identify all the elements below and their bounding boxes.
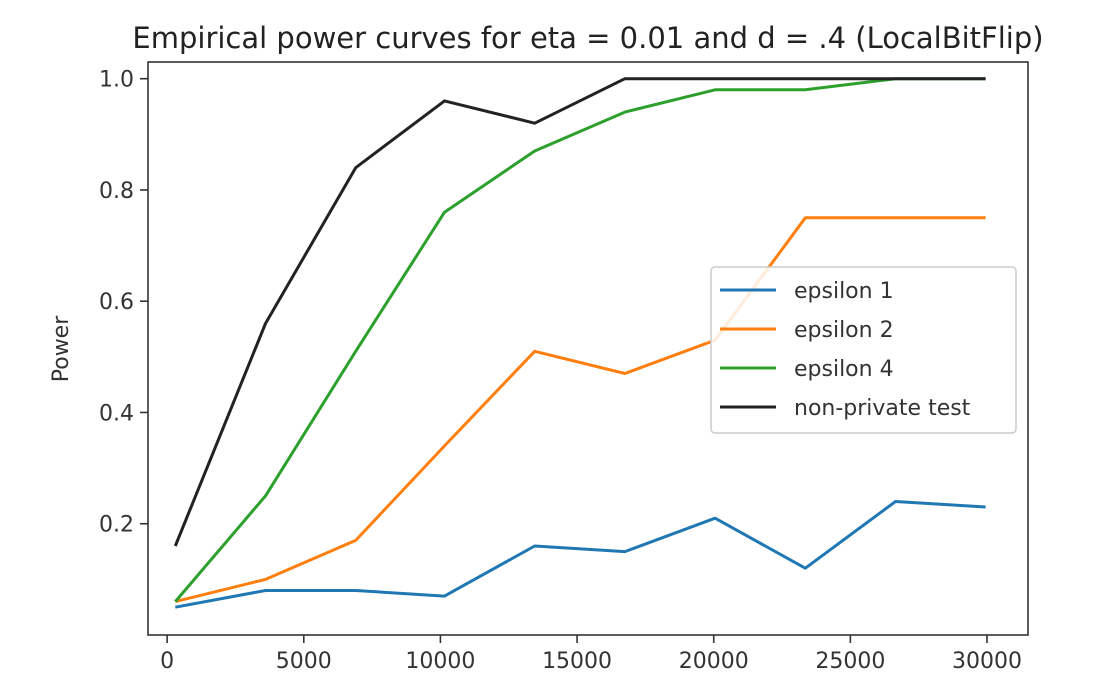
- plot-area: [147, 61, 1029, 636]
- series-line-non-private-test: [173, 77, 986, 547]
- y-tick-label: 0.4: [99, 401, 134, 426]
- series-lines: [173, 77, 986, 609]
- y-tick-label: 1.0: [99, 68, 134, 93]
- legend-label-epsilon-1: epsilon 1: [794, 279, 894, 304]
- series-line-epsilon-2: [174, 216, 986, 604]
- legend-label-epsilon-4: epsilon 4: [794, 357, 894, 382]
- y-axis-label: Power: [49, 315, 74, 382]
- x-tick-label: 30000: [952, 649, 1022, 674]
- series-line-epsilon-1: [175, 500, 986, 609]
- x-tick-label: 15000: [542, 649, 612, 674]
- chart-title: Empirical power curves for eta = 0.01 an…: [132, 21, 1043, 55]
- legend-label-non-private-test: non-private test: [794, 396, 971, 421]
- y-tick-label: 0.8: [99, 179, 134, 204]
- x-tick-label: 0: [160, 649, 174, 674]
- x-tick-label: 5000: [276, 649, 332, 674]
- x-tick-label: 20000: [679, 649, 749, 674]
- plot-frame: [147, 61, 1029, 636]
- legend: epsilon 1 epsilon 2 epsilon 4 non-private t…: [710, 266, 1017, 434]
- y-axis: 0.2 0.4 0.6 0.8 1.0: [99, 68, 148, 538]
- x-axis: 0 5000 10000 15000 20000 25000 30000: [160, 635, 1022, 674]
- x-tick-label: 10000: [405, 649, 475, 674]
- legend-box: [710, 266, 1017, 434]
- series-line-epsilon-4: [174, 77, 986, 603]
- x-tick-label: 25000: [815, 649, 885, 674]
- y-tick-label: 0.2: [99, 513, 134, 538]
- y-tick-label: 0.6: [99, 290, 134, 315]
- legend-label-epsilon-2: epsilon 2: [794, 318, 894, 343]
